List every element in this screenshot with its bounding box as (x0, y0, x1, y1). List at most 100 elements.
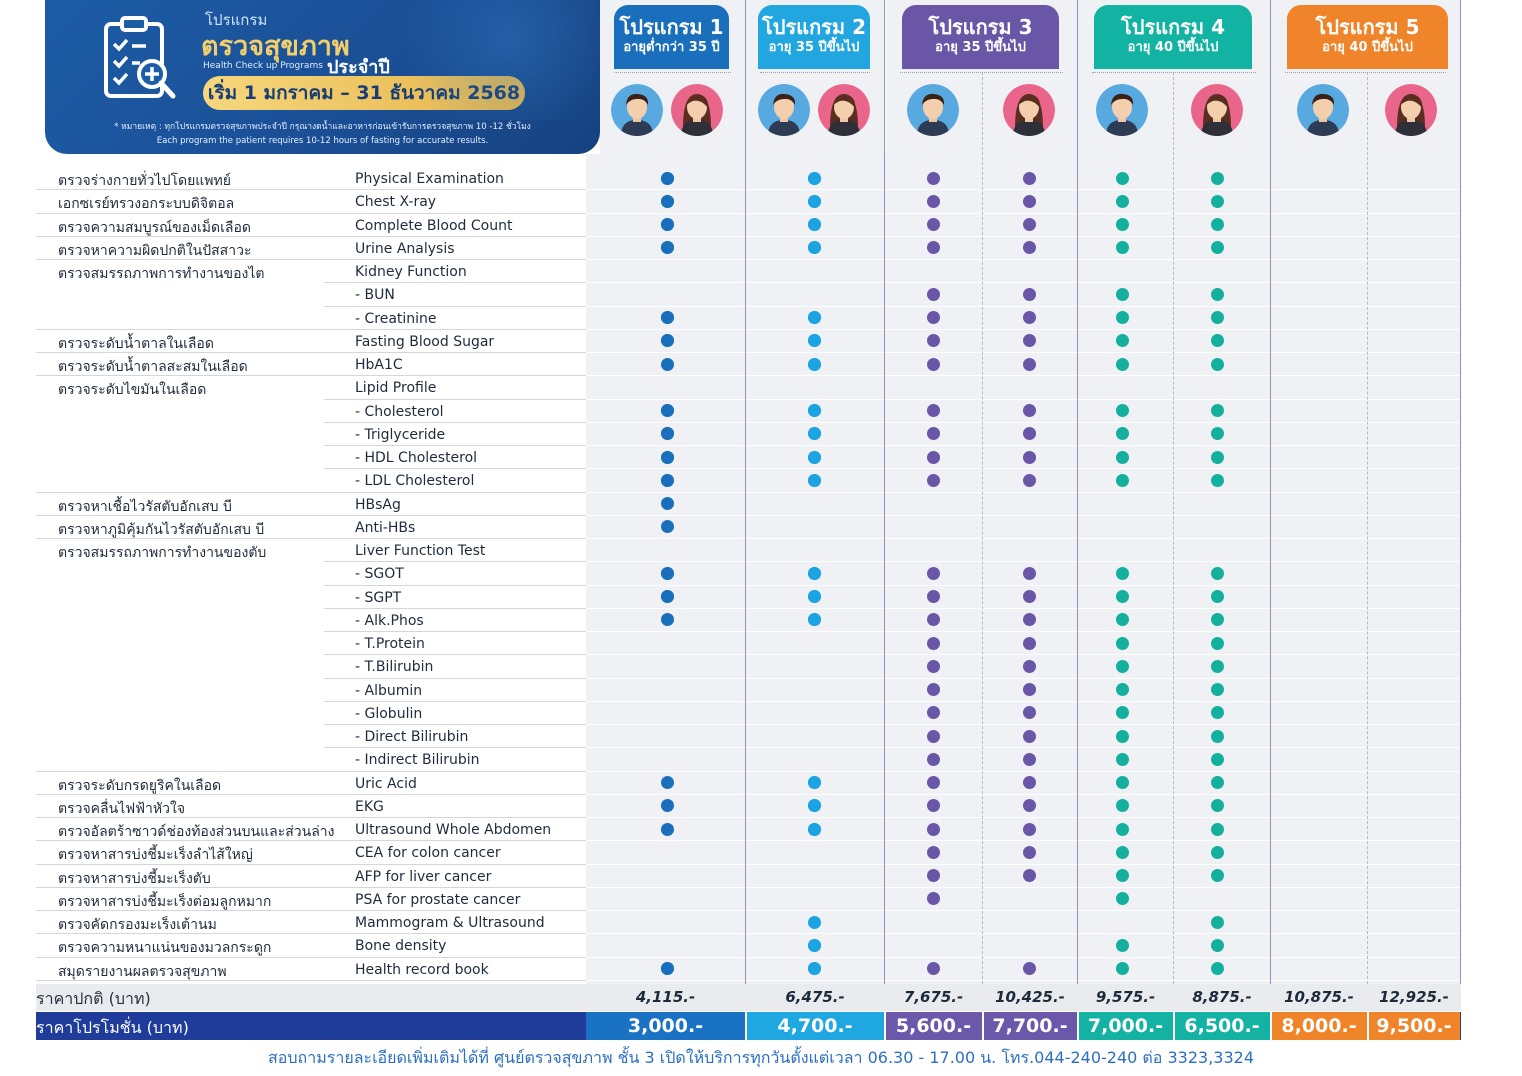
program-title: โปรแกรม 1 (619, 15, 724, 39)
row-separator (586, 631, 1461, 632)
gender-divider (1367, 72, 1368, 984)
included-dot (1022, 450, 1036, 464)
row-separator (586, 886, 1461, 888)
included-dot (1115, 311, 1129, 324)
included-dot (1210, 845, 1224, 859)
row-label-th: เอกซเรย์ทรวงอกระบบดิจิตอล (58, 196, 235, 213)
regular-price: 4,115.- (635, 988, 696, 1006)
header-divider (1092, 72, 1256, 73)
included-dot (1022, 334, 1036, 348)
row-separator (586, 607, 1461, 609)
included-dot (807, 334, 821, 348)
regular-price-label: ราคาปกติ (บาท) (36, 989, 151, 1008)
included-dot (660, 776, 674, 789)
row-separator (36, 840, 586, 842)
row-separator (586, 468, 1461, 470)
included-dot (1115, 752, 1129, 766)
included-dot (1022, 752, 1036, 766)
program-age: อายุต่ำกว่า 35 ปี (623, 40, 720, 55)
included-dot (1115, 218, 1129, 231)
row-label-en: Chest X-ray (355, 194, 437, 211)
program-divider (884, 0, 885, 984)
row-label-th: สมุดรายงานผลตรวจสุขภาพ (58, 963, 227, 980)
row-label-th: ตรวจความหนาแน่นของมวลกระดูก (58, 940, 272, 957)
included-dot (1210, 334, 1224, 348)
row-separator (36, 259, 586, 260)
included-dot (1115, 636, 1129, 650)
included-dot (807, 311, 821, 324)
row-label-en: AFP for liver cancer (355, 868, 492, 885)
included-dot (1115, 357, 1129, 371)
included-dot (660, 241, 674, 255)
row-separator (586, 561, 1461, 563)
included-dot (807, 171, 821, 185)
regular-price-row (36, 984, 1461, 1011)
included-dot (1115, 706, 1129, 720)
included-dot (1210, 799, 1224, 813)
row-label-en: - T.Protein (355, 636, 425, 652)
banner-title: ตรวจสุขภาพ (201, 31, 350, 62)
row-label-en: HbA1C (355, 357, 403, 373)
included-dot (807, 962, 821, 975)
row-separator (324, 607, 586, 609)
included-dot (1115, 892, 1129, 906)
included-dot (807, 218, 821, 231)
row-separator (586, 398, 1461, 400)
included-dot (926, 822, 940, 836)
included-dot (1022, 311, 1036, 324)
included-dot (1022, 869, 1036, 882)
program-title: โปรแกรม 5 (1315, 15, 1420, 39)
included-dot (1022, 822, 1036, 836)
included-dot (1210, 938, 1224, 952)
included-dot (1022, 218, 1036, 231)
row-separator (36, 514, 586, 516)
included-dot (1115, 683, 1129, 696)
included-dot (1210, 590, 1224, 603)
program-2-header: โปรแกรม 2 อายุ 35 ปีขึ้นไป (758, 5, 870, 69)
contact-footer: สอบถามรายละเอียดเพิ่มเติมได้ที่ ศูนย์ตรว… (267, 1048, 1255, 1067)
promo-cell-divider (982, 1012, 984, 1040)
row-separator (586, 375, 1461, 377)
row-label-th: ตรวจอัลตร้าซาวด์ช่องท้องส่วนบนและส่วนล่า… (58, 824, 335, 840)
fasting-note-th: * หมายเหตุ : ทุกโปรแกรมตรวจสุขภาพประจำปี… (114, 122, 531, 132)
program-title: โปรแกรม 4 (1121, 15, 1225, 39)
program-column-bg (872, 154, 1077, 984)
regular-price: 12,925.- (1379, 988, 1449, 1006)
included-dot (1210, 241, 1224, 255)
program-column-bg (1064, 154, 1270, 984)
included-dot (1022, 194, 1036, 208)
row-label-en: Liver Function Test (355, 543, 486, 559)
included-dot (1022, 729, 1036, 743)
row-separator (586, 235, 1461, 237)
row-label-en: Bone density (355, 938, 447, 955)
row-label-en: Health record book (355, 961, 489, 978)
row-label-th: ตรวจหาความผิดปกติในปัสสาวะ (58, 242, 252, 259)
included-dot (1115, 776, 1129, 789)
included-dot (926, 218, 940, 231)
banner-note: * หมายเหตุ : ทุกโปรแกรมตรวจสุขภาพประจำปี… (45, 120, 600, 148)
included-dot (660, 357, 674, 371)
row-label-en: - Alk.Phos (355, 612, 424, 629)
promo-price: 4,700.- (746, 1012, 884, 1040)
row-label-en: - Albumin (355, 682, 423, 699)
included-dot (926, 683, 940, 696)
banner-title-small: โปรแกรม (205, 11, 268, 29)
row-separator (586, 979, 1461, 981)
included-dot (1210, 729, 1224, 743)
row-label-en: - T.Bilirubin (355, 659, 434, 676)
row-separator (36, 910, 586, 911)
row-separator (586, 282, 1461, 284)
included-dot (1115, 427, 1129, 441)
program-divider (1460, 0, 1461, 984)
row-label-th: ตรวจร่างกายทั่วไปโดยแพทย์ (58, 173, 231, 189)
row-separator (324, 468, 586, 470)
included-dot (926, 287, 940, 301)
banner-date-range: เริ่ม 1 มกราคม – 31 ธันวาคม 2568 (203, 76, 525, 110)
row-separator (586, 189, 1461, 191)
program-column-bg (732, 154, 884, 984)
included-dot (1210, 613, 1224, 627)
included-dot (926, 799, 940, 813)
included-dot (1022, 473, 1036, 487)
gender-divider (1173, 72, 1174, 984)
included-dot (926, 659, 940, 673)
